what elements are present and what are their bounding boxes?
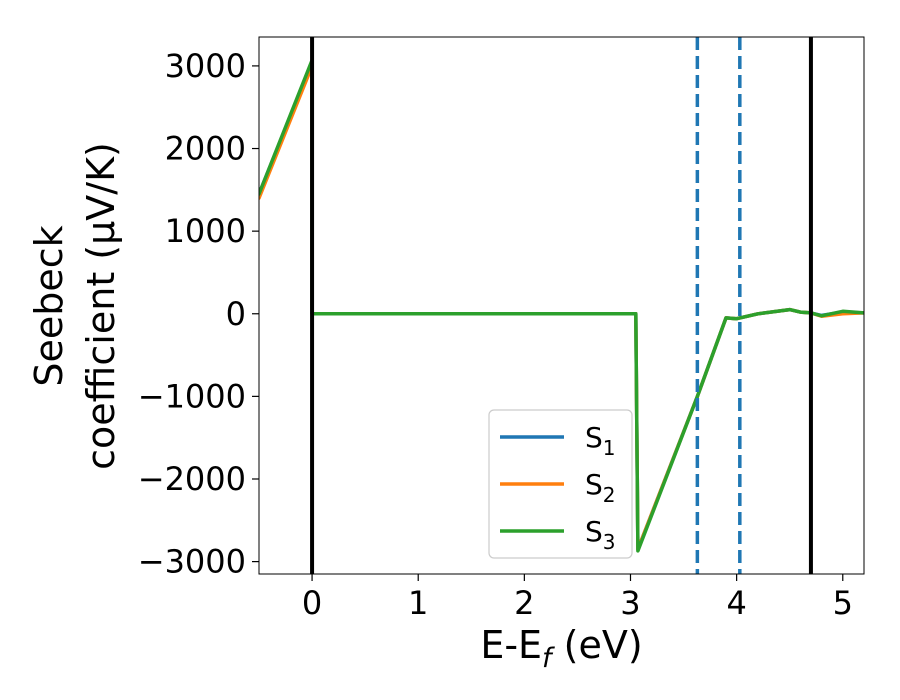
x-tick-label-2: 2 — [514, 584, 534, 622]
y-tick-label-5: 2000 — [165, 130, 246, 168]
legend-label-sub: 2 — [603, 483, 616, 507]
x-tick-label-4: 4 — [726, 584, 746, 622]
plot-area — [259, 37, 864, 574]
y-tick-label-4: 1000 — [165, 212, 246, 250]
x-axis-title-base: E-E — [480, 623, 542, 667]
series-line-S3 — [259, 58, 864, 553]
legend-label-S3: S3 — [585, 515, 616, 554]
legend-label-base: S — [585, 421, 603, 454]
x-axis-title: E-Ef (eV) — [480, 623, 642, 674]
x-axis-title-rest: (eV) — [552, 623, 643, 667]
legend-label-sub: 3 — [603, 530, 616, 554]
legend-label-base: S — [585, 515, 603, 548]
legend-label-S1: S1 — [585, 421, 616, 460]
y-tick-label-3: 0 — [226, 295, 246, 333]
y-tick-label-1: −2000 — [138, 460, 246, 498]
y-axis-title-line-1: coefficient (μV/K) — [79, 142, 123, 470]
y-tick-label-2: −1000 — [138, 377, 246, 415]
x-tick-label-3: 3 — [620, 584, 640, 622]
legend-label-S2: S2 — [585, 468, 616, 507]
axes: 0 1 2 3 4 5 −3000 −2000 −1000 0 1000 2000 3000 — [138, 36, 865, 622]
legend-label-base: S — [585, 468, 603, 501]
y-tick-label-6: 3000 — [165, 47, 246, 85]
axis-titles: E-Ef (eV) Seebeck coefficient (μV/K) — [27, 142, 643, 674]
y-axis-title: Seebeck coefficient (μV/K) — [27, 142, 123, 470]
y-axis-title-line-0: Seebeck — [27, 225, 71, 386]
y-tick-label-0: −3000 — [138, 543, 246, 581]
x-tick-label-0: 0 — [302, 584, 322, 622]
x-tick-label-1: 1 — [408, 584, 428, 622]
x-tick-label-5: 5 — [833, 584, 853, 622]
axes-frame — [258, 36, 865, 575]
legend-label-sub: 1 — [603, 436, 616, 460]
